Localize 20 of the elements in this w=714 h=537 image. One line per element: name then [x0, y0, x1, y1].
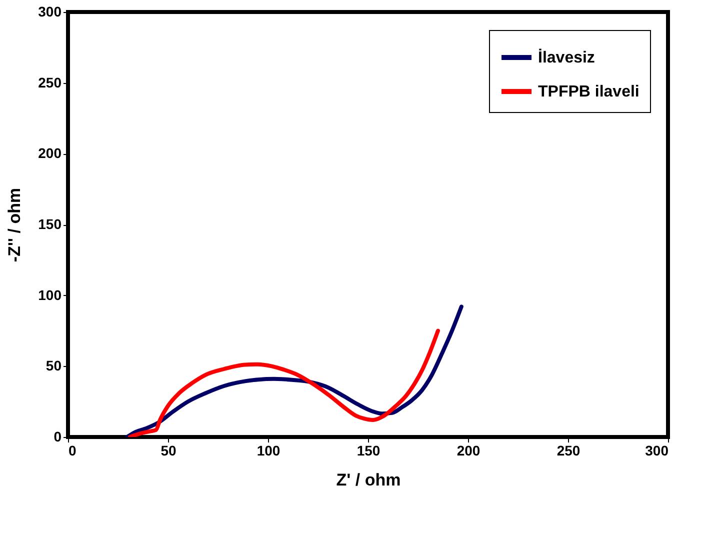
legend-label: TPFPB ilaveli	[538, 84, 640, 100]
y-tick-label: 300	[38, 4, 62, 20]
x-tick-label: 200	[456, 442, 480, 458]
x-tick-label: 0	[68, 442, 76, 458]
x-tick-label: 50	[160, 442, 176, 458]
x-tick-label: 300	[645, 442, 669, 458]
y-tick-label: 50	[46, 358, 62, 374]
y-tick-label: 100	[38, 286, 62, 303]
y-tick-label: 250	[38, 74, 62, 90]
x-tick-label: 100	[256, 442, 280, 458]
legend-label: İlavesiz	[538, 48, 595, 66]
line-series	[125, 304, 464, 437]
y-tick-label: 0	[54, 428, 62, 444]
x-tick-label: 250	[556, 442, 580, 458]
line-series	[128, 328, 440, 437]
y-tick-label: 200	[38, 145, 62, 162]
x-tick-label: 150	[356, 442, 380, 458]
y-tick-label: 150	[38, 216, 62, 232]
x-axis-title: Z' / ohm	[336, 470, 401, 490]
y-axis-title: -Z'' / ohm	[5, 188, 24, 262]
